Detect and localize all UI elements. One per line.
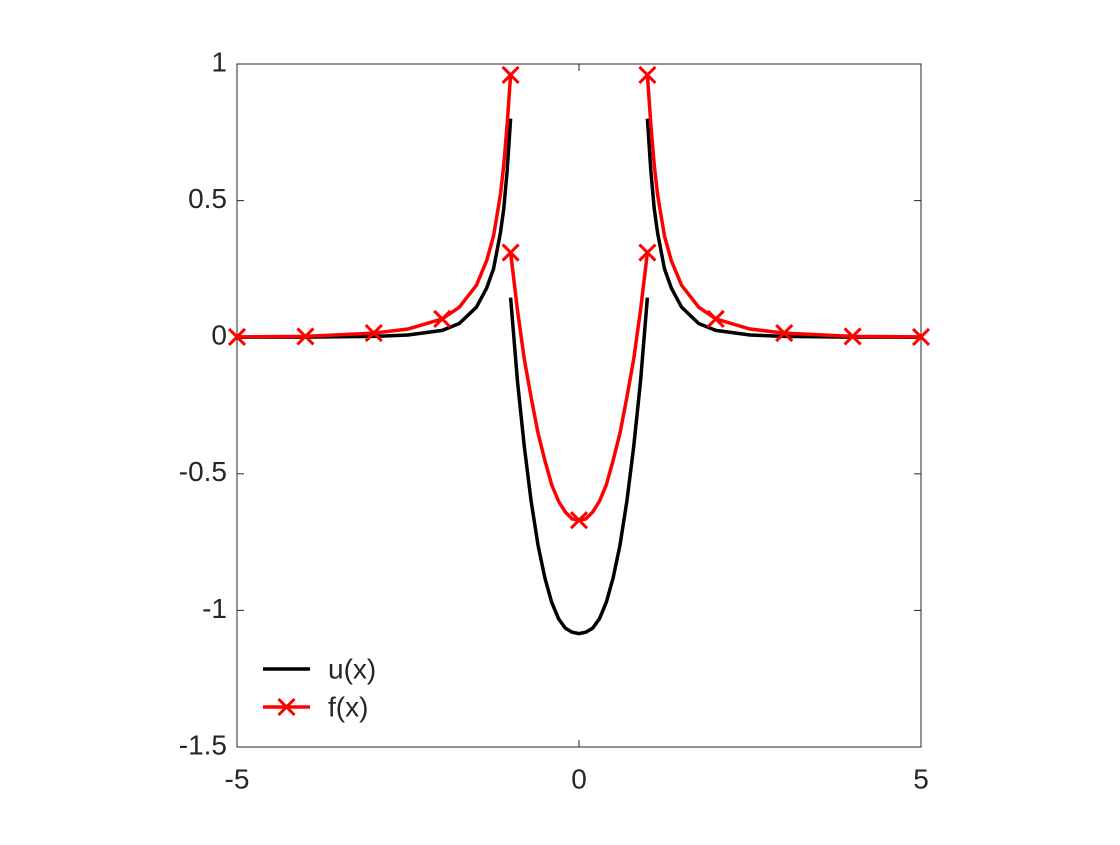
- y-tick-label: 1: [211, 46, 227, 77]
- y-tick-label: 0: [211, 320, 227, 351]
- marker: [569, 511, 589, 530]
- marker: [706, 309, 725, 328]
- marker: [433, 309, 452, 328]
- marker: [843, 327, 862, 346]
- y-tick-label: 0.5: [188, 183, 227, 214]
- legend-label: u(x): [328, 653, 376, 684]
- marker: [227, 327, 247, 346]
- plot-area: [236, 63, 922, 748]
- marker: [501, 65, 520, 84]
- marker: [911, 327, 931, 346]
- y-tick-label: -1: [202, 593, 227, 624]
- y-tick-label: -0.5: [179, 456, 227, 487]
- marker: [501, 243, 520, 262]
- marker: [364, 324, 383, 343]
- x-tick-label: 5: [913, 763, 929, 794]
- x-tick-label: 0: [571, 763, 587, 794]
- marker: [638, 243, 657, 262]
- marker: [638, 65, 657, 84]
- legend-label: f(x): [328, 691, 368, 722]
- marker: [296, 327, 315, 346]
- legend-marker: [277, 697, 296, 717]
- marker: [775, 324, 794, 343]
- y-tick-label: -1.5: [179, 729, 227, 760]
- x-tick-label: -5: [225, 763, 250, 794]
- series-line: [236, 118, 922, 636]
